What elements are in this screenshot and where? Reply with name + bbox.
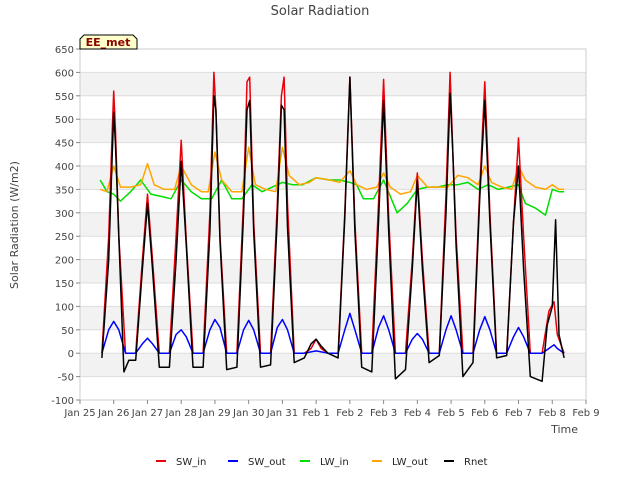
grid-band bbox=[80, 212, 586, 237]
legend-label: LW_in bbox=[320, 457, 349, 468]
x-tick-label: Jan 25 bbox=[63, 408, 95, 419]
y-tick-label: -50 bbox=[58, 373, 74, 384]
x-tick-label: Feb 2 bbox=[336, 408, 363, 419]
chart-title: Solar Radiation bbox=[271, 4, 370, 19]
x-tick-label: Feb 7 bbox=[505, 408, 532, 419]
grid-band bbox=[80, 72, 586, 96]
series-line-rnet bbox=[101, 76, 565, 383]
x-tick-label: Feb 4 bbox=[404, 408, 431, 419]
y-tick-label: 400 bbox=[55, 162, 74, 173]
x-tick-label: Jan 26 bbox=[97, 408, 129, 419]
grid-band bbox=[80, 353, 586, 377]
y-tick-label: 100 bbox=[55, 302, 74, 313]
y-tick-label: -100 bbox=[51, 396, 74, 407]
series-line-lw-in bbox=[99, 176, 565, 216]
series-line-sw-out bbox=[101, 312, 565, 354]
y-tick-label: 50 bbox=[61, 326, 74, 337]
grid-band bbox=[80, 119, 586, 143]
y-tick-label: 650 bbox=[55, 45, 74, 56]
x-axis-ticks: Jan 25 Jan 26 Jan 27 Jan 28 Jan 29 Jan 30 Jan … bbox=[63, 400, 600, 419]
legend-label: LW_out bbox=[392, 457, 428, 468]
x-tick-label: Jan 27 bbox=[131, 408, 163, 419]
legend: SW_in SW_out LW_in LW_out Rnet bbox=[156, 457, 487, 468]
plot-frame bbox=[79, 48, 587, 401]
y-tick-label: 250 bbox=[55, 232, 74, 243]
y-tick-label: 200 bbox=[55, 256, 74, 267]
site-label-box: EE_met bbox=[79, 34, 138, 50]
y-tick-label: 0 bbox=[68, 349, 74, 360]
y-axis-label: Solar Radiation (W/m2) bbox=[8, 161, 21, 289]
x-tick-label: Jan 29 bbox=[198, 408, 230, 419]
y-axis-ticks: -100 -50 0 50 100 150 200 250 300 350 400 450 500 550… bbox=[51, 45, 80, 407]
x-tick-label: Feb 8 bbox=[539, 408, 566, 419]
y-tick-label: 600 bbox=[55, 68, 74, 79]
legend-label: SW_in bbox=[176, 457, 206, 468]
legend-label: SW_out bbox=[248, 457, 286, 468]
series-lines bbox=[99, 71, 565, 383]
site-label: EE_met bbox=[86, 36, 131, 49]
x-axis-label: Time bbox=[550, 423, 578, 436]
x-tick-label: Feb 1 bbox=[303, 408, 330, 419]
x-tick-label: Feb 9 bbox=[572, 408, 599, 419]
x-tick-label: Feb 6 bbox=[471, 408, 498, 419]
series-line-lw-out bbox=[99, 146, 565, 195]
legend-label: Rnet bbox=[464, 457, 487, 468]
y-tick-label: 150 bbox=[55, 279, 74, 290]
y-tick-label: 550 bbox=[55, 92, 74, 103]
y-tick-label: 500 bbox=[55, 115, 74, 126]
y-tick-label: 300 bbox=[55, 209, 74, 220]
x-tick-label: Jan 31 bbox=[266, 408, 298, 419]
x-tick-label: Feb 3 bbox=[370, 408, 397, 419]
y-tick-label: 350 bbox=[55, 185, 74, 196]
x-tick-label: Feb 5 bbox=[437, 408, 464, 419]
y-tick-label: 450 bbox=[55, 139, 74, 150]
x-tick-label: Jan 30 bbox=[232, 408, 264, 419]
x-tick-label: Jan 28 bbox=[165, 408, 197, 419]
